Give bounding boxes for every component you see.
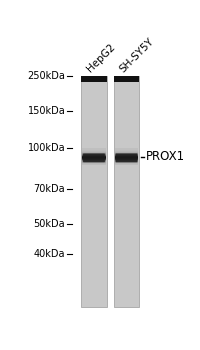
Bar [82,152,106,153]
Bar [82,159,106,160]
Text: PROX1: PROX1 [146,150,185,163]
Bar [82,153,106,154]
Bar [115,162,138,163]
Bar [115,154,138,155]
Bar [115,161,138,162]
Bar [82,161,106,162]
Bar [115,152,138,153]
Text: 70kDa: 70kDa [34,184,65,194]
Bar [115,159,138,160]
Text: 250kDa: 250kDa [27,71,65,81]
Bar [115,155,138,156]
Bar [82,156,106,157]
Bar [82,149,106,150]
Bar [115,163,138,164]
Bar [82,149,106,150]
Bar [82,158,106,159]
FancyBboxPatch shape [116,153,137,162]
Bar [115,151,138,152]
Bar [115,152,138,153]
Text: 40kDa: 40kDa [34,248,65,259]
Bar [115,161,138,162]
Bar [82,160,106,161]
Bar [81,76,107,83]
Bar [82,151,106,152]
Bar [115,158,138,159]
Bar [115,158,138,159]
Bar [115,153,138,154]
Text: 50kDa: 50kDa [34,219,65,229]
Bar [115,157,138,158]
Bar [82,158,106,159]
Bar [82,159,106,160]
Bar [82,154,106,155]
Bar [82,152,106,153]
Bar [115,156,138,157]
Bar [82,160,106,161]
Bar [82,163,106,164]
Bar [115,160,138,161]
Bar [114,76,139,83]
Text: 100kDa: 100kDa [28,144,65,153]
Bar [82,157,106,158]
Text: 150kDa: 150kDa [28,106,65,116]
Bar [82,163,106,164]
Bar [115,149,138,150]
Bar [82,156,106,157]
Bar [115,154,138,155]
Bar [82,148,106,149]
Bar [115,160,138,161]
Bar [82,161,106,162]
Text: HepG2: HepG2 [85,42,118,74]
Bar [82,155,106,156]
Bar [115,150,138,151]
Bar [82,162,106,163]
Bar [115,156,138,157]
Text: SH-SY5Y: SH-SY5Y [118,36,156,74]
Bar [114,76,139,307]
Bar [82,154,106,155]
Bar [115,163,138,164]
Bar [115,149,138,150]
Bar [81,76,107,307]
Bar [115,148,138,149]
Bar [115,159,138,160]
Bar [82,157,106,158]
Bar [82,150,106,151]
Bar [115,157,138,158]
FancyBboxPatch shape [83,153,105,162]
